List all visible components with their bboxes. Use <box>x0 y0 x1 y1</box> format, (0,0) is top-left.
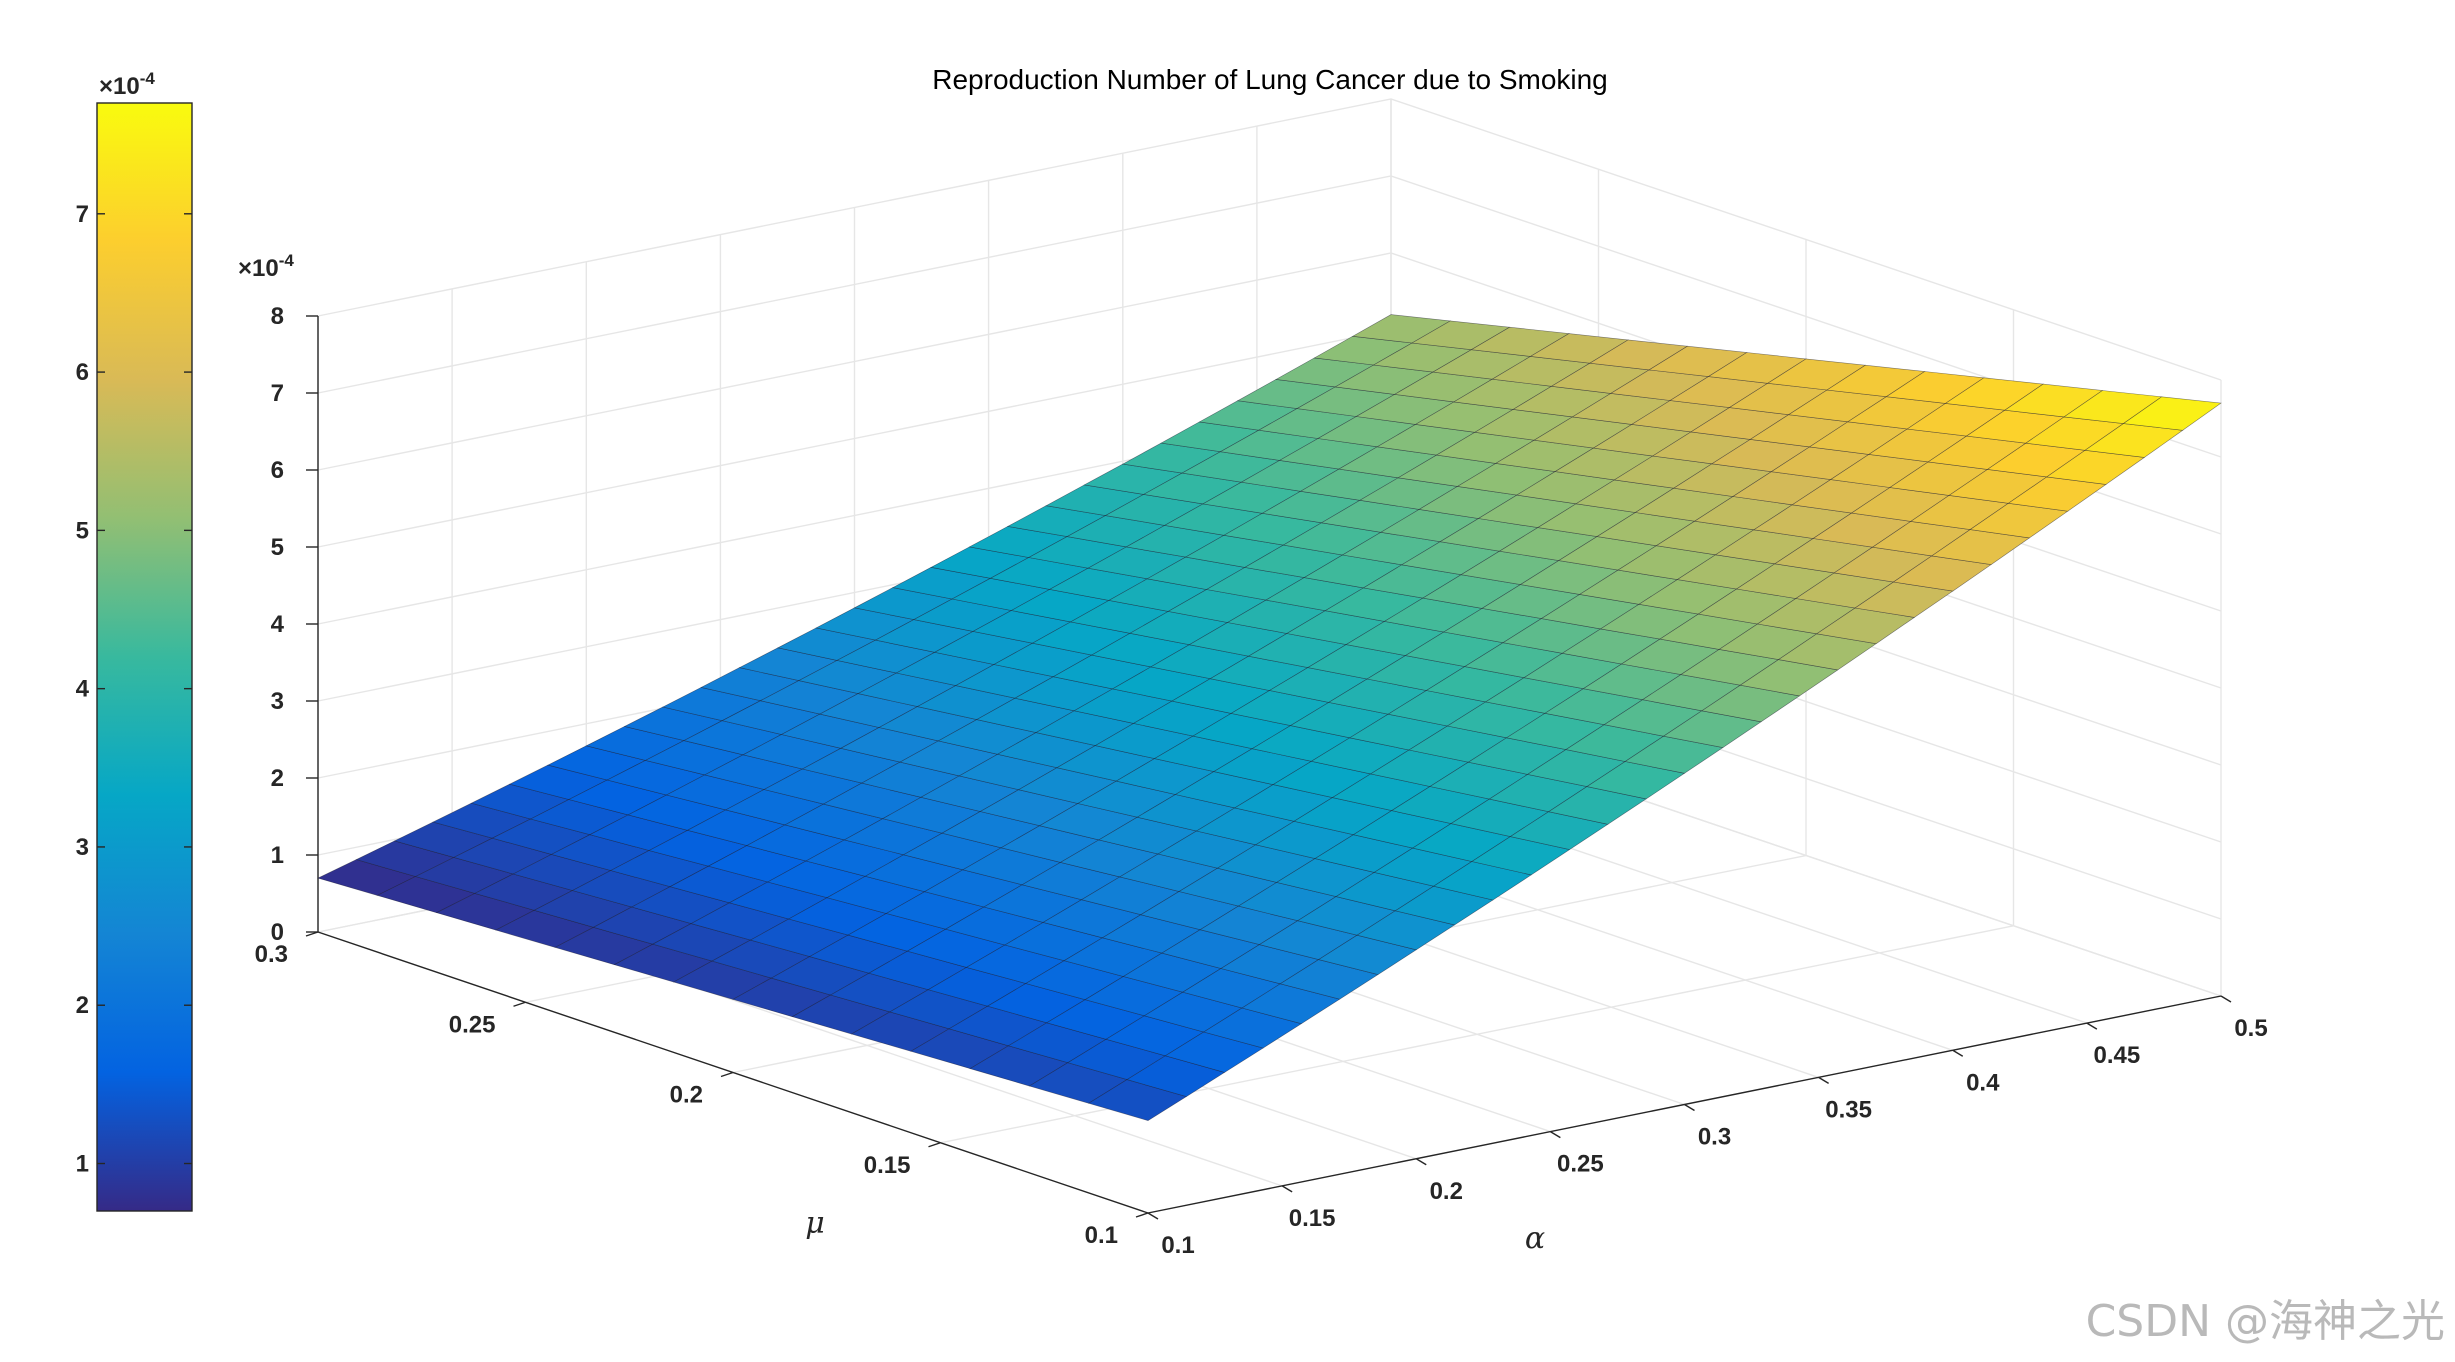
watermark: CSDN @海神之光 <box>2086 1296 2445 1347</box>
colorbar-exponent-value: -4 <box>140 69 156 88</box>
z-tick-label: 0 <box>271 919 284 946</box>
colorbar-exponent-label: ×10-4 <box>99 69 155 100</box>
colorbar-tick-label: 6 <box>76 359 89 386</box>
y-tick-label: 0.2 <box>670 1082 703 1109</box>
x-tick-label: 0.2 <box>1430 1178 1463 1205</box>
colorbar-tick-label: 3 <box>76 834 89 861</box>
grid-line <box>317 98 2222 381</box>
x-tick-mark <box>1550 1131 1561 1139</box>
x-tick-mark <box>2086 1022 2098 1030</box>
colorbar-tick-label: 2 <box>76 992 89 1019</box>
y-tick-mark <box>1135 1212 1149 1218</box>
y-tick-mark <box>513 1001 526 1007</box>
tick-labels: 0.10.150.20.250.30.350.40.450.50.10.150.… <box>238 251 2268 1259</box>
x-tick-mark <box>1952 1049 1964 1057</box>
x-axis-label: α <box>1525 1221 1545 1256</box>
x-tick-mark <box>1147 1212 1159 1220</box>
y-tick-mark <box>720 1071 734 1078</box>
z-tick-label: 6 <box>271 457 284 484</box>
colorbar-gradient <box>96 102 193 1212</box>
surface-plot <box>317 314 2222 1121</box>
surface-patch <box>2122 396 2222 431</box>
y-tick-label: 0.25 <box>449 1011 496 1038</box>
x-tick-label: 0.5 <box>2234 1015 2267 1042</box>
z-tick-label: 8 <box>271 303 284 330</box>
z-exponent-label: ×10-4 <box>238 251 294 282</box>
x-tick-mark <box>1281 1185 1293 1193</box>
colorbar-tick-label: 4 <box>76 676 90 703</box>
x-tick-label: 0.25 <box>1557 1151 1604 1178</box>
x-tick-label: 0.15 <box>1289 1205 1336 1232</box>
x-tick-label: 0.45 <box>2094 1042 2141 1069</box>
x-tick-mark <box>1684 1103 1695 1112</box>
x-tick-label: 0.4 <box>1966 1069 2000 1096</box>
y-tick-label: 0.3 <box>255 941 288 968</box>
x-tick-mark <box>1818 1076 1829 1084</box>
y-axis-label: μ <box>805 1206 825 1241</box>
z-tick-label: 3 <box>271 688 284 715</box>
z-exponent-value: -4 <box>279 251 295 270</box>
z-tick-label: 5 <box>271 534 284 561</box>
colorbar-tick-label: 5 <box>76 517 89 544</box>
x-tick-label: 0.1 <box>1161 1232 1194 1259</box>
y-tick-label: 0.15 <box>864 1152 911 1179</box>
colorbar-tick-label: 1 <box>76 1151 89 1178</box>
y-tick-label: 0.1 <box>1085 1222 1118 1249</box>
z-tick-label: 2 <box>271 765 284 792</box>
x-tick-mark <box>2220 995 2232 1003</box>
z-tick-label: 7 <box>271 380 284 407</box>
chart-title: Reproduction Number of Lung Cancer due t… <box>932 64 1608 95</box>
x-tick-label: 0.35 <box>1825 1096 1872 1123</box>
z-tick-label: 1 <box>271 842 284 869</box>
colorbar: 1 2 3 4 5 6 7 ×10-4 <box>76 69 193 1212</box>
z-tick-label: 4 <box>271 611 285 638</box>
x-tick-label: 0.3 <box>1698 1124 1731 1151</box>
y-tick-mark <box>928 1142 941 1148</box>
colorbar-tick-label: 7 <box>76 201 89 228</box>
x-tick-mark <box>1415 1158 1427 1166</box>
